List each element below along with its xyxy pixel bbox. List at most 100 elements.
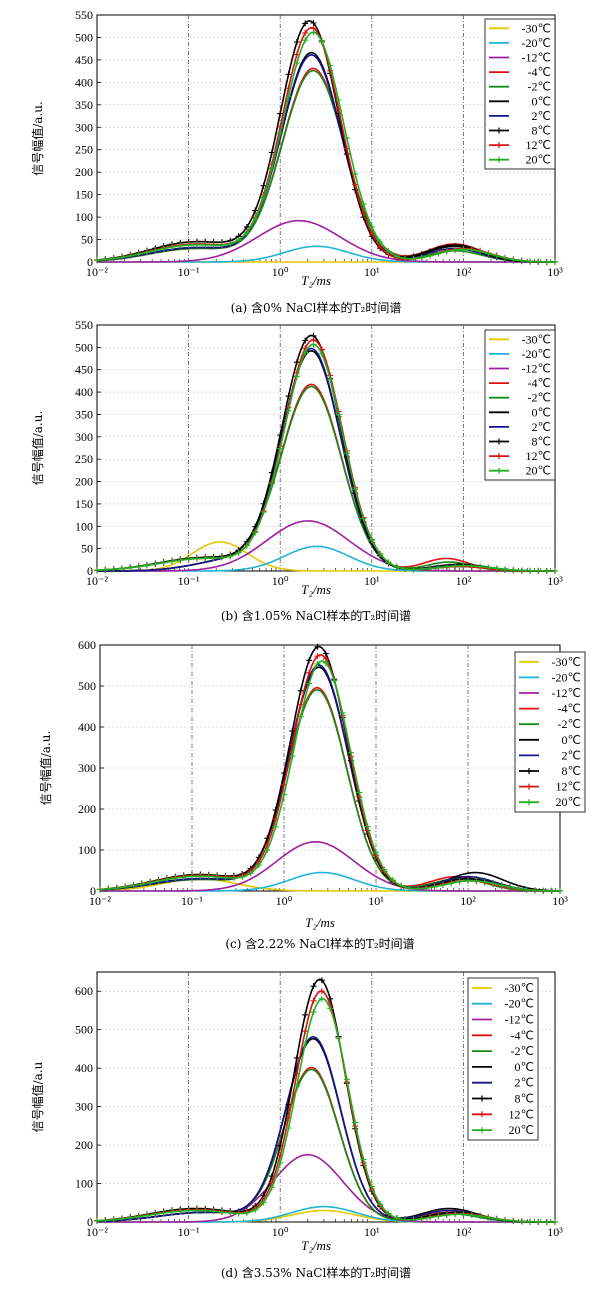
legend-marker (526, 783, 532, 790)
x-tick-label: 10⁰ (276, 894, 293, 908)
series-marker (302, 337, 309, 344)
legend-label: 20℃ (526, 464, 551, 478)
series-marker (243, 1209, 250, 1216)
x-tick-label: 10¹ (364, 265, 380, 279)
series-marker (272, 823, 279, 830)
series-marker (352, 1119, 359, 1126)
series-marker (177, 242, 184, 249)
series-marker (293, 1054, 300, 1061)
series-marker (377, 238, 384, 245)
panel-caption: (b) 含1.05% NaCl样本的T₂时间谱 (221, 608, 411, 623)
series-marker (277, 110, 284, 117)
series-marker (435, 250, 442, 257)
legend-label: 8℃ (532, 435, 551, 449)
x-tick-label: 10² (456, 574, 472, 588)
x-tick-label: 10⁰ (272, 265, 289, 279)
series-marker (297, 713, 304, 720)
x-tick-label: 10² (460, 894, 476, 908)
series-marker (385, 248, 392, 255)
legend-marker (496, 453, 502, 460)
series-marker (443, 563, 450, 570)
series-marker (490, 880, 497, 887)
legend-marker (479, 1127, 485, 1134)
series-marker (268, 165, 275, 172)
panel-caption: (d) 含3.53% NaCl样本的T₂时间谱 (221, 1265, 411, 1280)
legend-label: -2℃ (528, 80, 551, 94)
series-marker (318, 38, 325, 45)
series-marker (393, 253, 400, 260)
series-marker (535, 1218, 542, 1225)
series-marker (94, 1217, 100, 1224)
series-marker (485, 564, 492, 571)
series-marker (468, 1212, 475, 1219)
series-marker (456, 878, 463, 885)
series-marker (502, 1217, 509, 1224)
series-marker (493, 1215, 500, 1222)
series-marker (435, 1213, 442, 1220)
x-tick-label: 10¹ (364, 574, 380, 588)
series-marker (502, 566, 509, 573)
series-marker (260, 1199, 267, 1206)
series-marker (102, 256, 109, 263)
series-marker (368, 230, 375, 237)
x-axis-label: T₂/ms (301, 1238, 331, 1253)
series-marker (510, 256, 517, 263)
series-marker (515, 885, 522, 892)
panel-caption: (c) 含2.22% NaCl样本的T₂时间谱 (225, 936, 414, 951)
series-marker (127, 564, 134, 571)
y-tick-label: 100 (75, 519, 93, 533)
legend-marker (526, 768, 532, 774)
series-marker (102, 566, 109, 573)
series-marker (327, 376, 334, 383)
series-marker (435, 564, 442, 571)
series-marker (160, 1209, 167, 1216)
legend-label: 12℃ (556, 780, 581, 794)
x-tick-label: 10⁻¹ (178, 574, 200, 588)
series-marker (314, 660, 321, 667)
legend-marker (526, 799, 532, 806)
y-tick-label: 350 (75, 98, 93, 112)
series-marker (227, 1209, 234, 1216)
series-marker (260, 194, 267, 201)
legend-label: -20℃ (522, 36, 551, 50)
y-tick-label: 400 (75, 75, 93, 89)
series-marker (189, 873, 195, 880)
series-marker (227, 240, 234, 247)
legend-label: 2℃ (515, 1076, 534, 1090)
x-tick-label: 10¹ (364, 1225, 380, 1239)
x-tick-label: 10⁰ (272, 574, 289, 588)
y-tick-label: 550 (75, 318, 93, 332)
series-marker (452, 246, 459, 253)
series-marker (260, 509, 267, 516)
y-tick-label: 500 (78, 679, 96, 693)
series-marker (155, 878, 162, 885)
series-marker (518, 567, 525, 574)
series-marker (460, 562, 467, 569)
series-marker (327, 62, 334, 69)
series-marker (443, 1212, 450, 1219)
series-marker (235, 1210, 242, 1217)
series-marker (314, 643, 321, 650)
series-marker (205, 873, 212, 880)
y-tick-label: 50 (81, 233, 93, 247)
series-marker (377, 551, 384, 558)
series-marker (398, 882, 405, 889)
series-marker (406, 885, 413, 892)
series-marker (302, 1040, 309, 1047)
y-tick-label: 600 (78, 638, 96, 652)
series-marker (393, 1215, 400, 1222)
series-marker (385, 1210, 392, 1217)
y-tick-label: 600 (75, 984, 93, 998)
series-marker (510, 566, 517, 573)
series-marker (202, 1207, 209, 1214)
series-marker (477, 248, 484, 255)
series-marker (535, 258, 542, 265)
series-marker (493, 565, 500, 572)
x-tick-label: 10⁻² (86, 574, 108, 588)
series-marker (277, 1159, 284, 1166)
series-marker (143, 249, 150, 256)
legend-box (484, 329, 556, 481)
series-marker (152, 1211, 159, 1218)
series-marker (135, 251, 142, 258)
